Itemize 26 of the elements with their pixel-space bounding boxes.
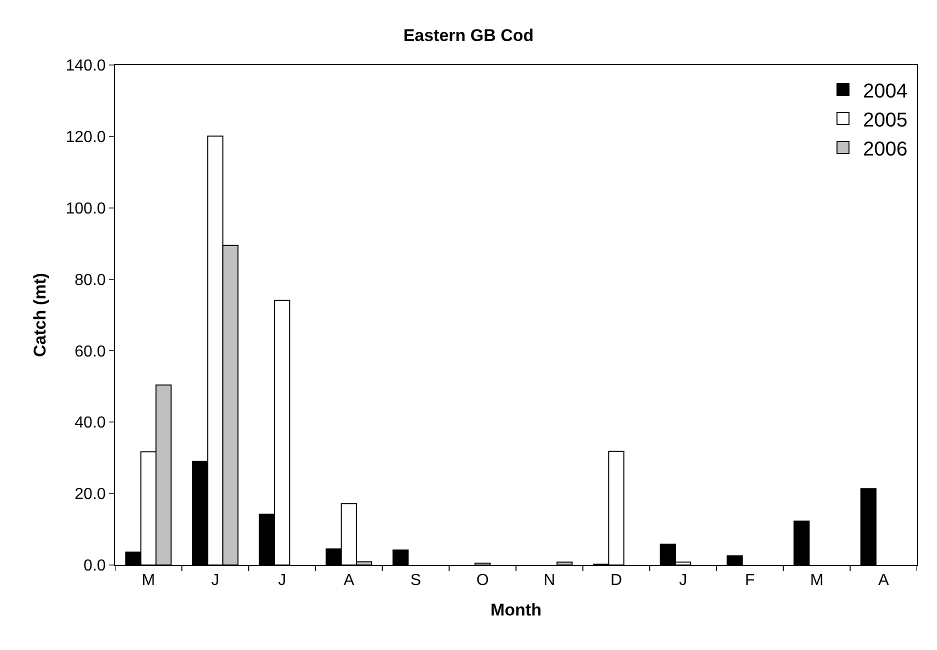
y-tick-label: 60.0 xyxy=(74,343,106,360)
x-tick-label: O xyxy=(476,572,489,590)
x-tick-label: A xyxy=(878,572,890,590)
y-tick-label: 80.0 xyxy=(74,272,106,289)
y-tick-label: 0.0 xyxy=(84,558,106,575)
y-axis-title: Catch (mt) xyxy=(30,272,50,358)
legend-label: 2006 xyxy=(862,138,908,160)
x-tick-label: J xyxy=(211,572,220,590)
x-tick-label: J xyxy=(278,572,286,590)
y-tick-label: 40.0 xyxy=(74,414,106,432)
x-tick-label: S xyxy=(410,572,422,590)
x-tick-label: F xyxy=(745,572,756,590)
x-axis-title: Month xyxy=(490,600,542,620)
legend-label: 2004 xyxy=(862,80,908,102)
y-tick-label: 100.0 xyxy=(66,200,106,218)
chart-title: Eastern GB Cod xyxy=(403,26,534,46)
y-tick-label: 20.0 xyxy=(74,486,106,504)
legend-label: 2005 xyxy=(862,109,908,132)
y-tick-label: 140.0 xyxy=(66,58,106,75)
x-tick-label: D xyxy=(610,572,622,590)
x-tick-label: M xyxy=(142,572,156,590)
x-tick-label: J xyxy=(679,572,688,590)
x-tick-label: A xyxy=(344,572,355,590)
y-tick-label: 120.0 xyxy=(66,129,106,146)
x-tick-label: N xyxy=(544,572,556,590)
x-tick-label: M xyxy=(810,572,824,590)
